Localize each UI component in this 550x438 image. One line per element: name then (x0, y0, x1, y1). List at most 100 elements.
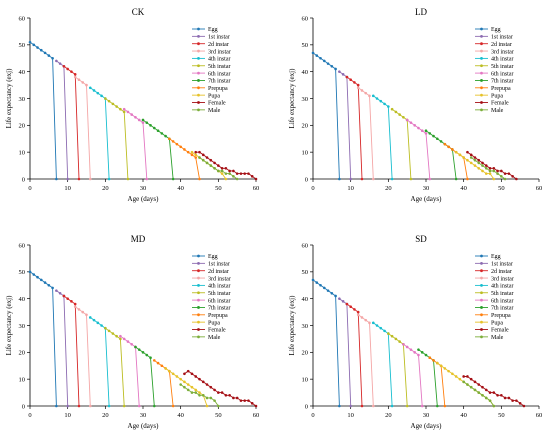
legend-item: 7th instar (192, 306, 231, 312)
data-point (462, 375, 465, 378)
data-point (66, 177, 69, 181)
series-line (312, 52, 340, 180)
legend-label: Female (208, 328, 226, 334)
data-point (209, 158, 213, 162)
legend-label: 1st instar (491, 262, 513, 268)
series-line (154, 360, 174, 407)
legend-swatch-marker (480, 254, 483, 258)
data-point (171, 372, 175, 376)
data-point (330, 65, 334, 68)
series-male (179, 383, 220, 408)
series-2d-instar (62, 65, 81, 181)
data-point (492, 391, 496, 394)
legend-swatch-marker (197, 64, 200, 68)
data-point (32, 273, 36, 276)
x-tick-label: 20 (102, 412, 109, 419)
data-point (88, 177, 92, 181)
chart-title: CK (132, 7, 145, 17)
data-point (62, 294, 66, 298)
data-point (209, 385, 213, 389)
legend-item: 7th instar (475, 306, 514, 312)
legend-label: Prepupa (491, 86, 511, 92)
data-point (443, 142, 447, 146)
series-female (194, 150, 258, 181)
legend-item: 1st instar (475, 35, 513, 41)
data-point (66, 297, 69, 300)
legend-item: 4th instar (192, 57, 231, 63)
data-point (420, 404, 424, 408)
data-point (220, 172, 224, 175)
data-point (481, 169, 484, 173)
data-point (405, 404, 409, 408)
data-point (428, 177, 432, 181)
data-point (454, 177, 458, 181)
legend-item: 3rd instar (192, 276, 231, 282)
data-point (111, 332, 115, 335)
data-point (496, 169, 499, 173)
series-3rd-instar (356, 86, 375, 181)
series-4th-instar (371, 94, 394, 181)
data-point (134, 345, 137, 349)
data-point (179, 377, 182, 381)
data-point (145, 121, 149, 124)
y-tick-label: 0 (22, 176, 25, 183)
legend-swatch-marker (480, 335, 483, 339)
data-point (171, 140, 175, 143)
data-point (439, 364, 443, 368)
legend-item: 1st instar (192, 35, 230, 41)
legend-swatch-marker (480, 276, 483, 280)
y-tick-label: 50 (19, 42, 26, 49)
data-point (235, 396, 239, 400)
legend-swatch-marker (197, 276, 200, 280)
legend-swatch-marker (480, 269, 483, 273)
legend-item: Prepupa (475, 86, 511, 92)
data-point (250, 402, 254, 405)
data-point (201, 158, 205, 162)
data-point (141, 351, 145, 354)
data-point (375, 324, 379, 327)
y-axis-label: Life expectancy (exj) (5, 295, 13, 356)
legend-label: 3rd instar (208, 49, 231, 55)
data-point (394, 110, 398, 114)
data-point (356, 86, 360, 90)
legend-item: Pupa (475, 93, 503, 99)
data-point (436, 137, 439, 141)
series-line (425, 130, 457, 180)
data-point (58, 62, 62, 65)
data-point (375, 97, 379, 100)
legend-item: 5th instar (475, 291, 514, 297)
data-point (228, 172, 231, 175)
data-point (77, 308, 81, 311)
data-point (462, 380, 465, 384)
y-tick-label: 20 (302, 123, 309, 130)
x-tick-label: 50 (215, 412, 222, 419)
legend-swatch-marker (197, 71, 200, 75)
data-point (130, 342, 133, 346)
series-pupa (164, 367, 209, 408)
data-point (115, 105, 118, 108)
data-point (175, 375, 179, 378)
data-point (141, 118, 145, 122)
data-point (55, 289, 58, 292)
data-point (194, 375, 198, 378)
data-point (55, 59, 58, 63)
legend-label: 2d instar (208, 42, 229, 48)
data-point (454, 375, 458, 378)
data-point (436, 361, 439, 365)
series-1st-instar (55, 289, 69, 408)
legend-label: Pupa (491, 93, 503, 99)
data-point (66, 67, 69, 71)
data-point (137, 404, 141, 408)
legend-label: 4th instar (491, 57, 514, 63)
data-point (62, 65, 66, 68)
x-tick-label: 0 (311, 185, 314, 192)
series-pupa (190, 150, 228, 181)
data-point (88, 316, 92, 319)
data-point (55, 404, 58, 408)
data-point (205, 156, 209, 159)
data-point (360, 177, 364, 181)
data-point (36, 46, 39, 49)
y-tick-label: 40 (302, 69, 309, 76)
data-point (171, 177, 175, 181)
